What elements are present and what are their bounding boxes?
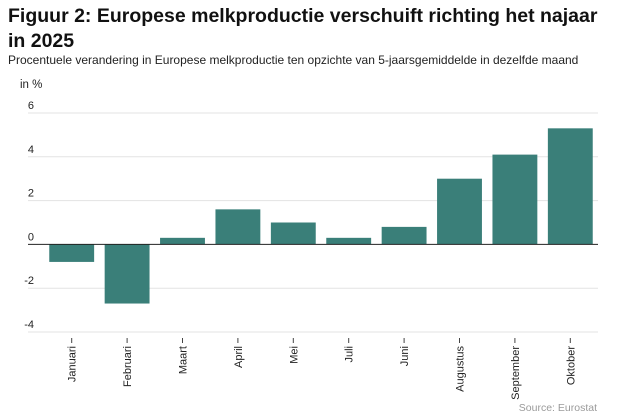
y-tick-label: -2 [24, 275, 34, 287]
x-tick-label: Oktober [565, 346, 577, 385]
x-tick-label: Augustus [455, 346, 467, 392]
x-tick-label: Februari [122, 346, 134, 387]
bar-series [49, 128, 593, 304]
x-tick-label: Januari [67, 346, 79, 382]
bar-februari [104, 244, 150, 304]
bar-maart [160, 237, 205, 245]
y-tick-label: 4 [28, 144, 34, 156]
x-tick-label: Mei [288, 346, 300, 364]
y-tick-label: 2 [28, 188, 34, 200]
y-tick-label: 6 [28, 100, 34, 112]
y-tick-label: -4 [24, 319, 34, 331]
bar-juli [326, 237, 372, 245]
bar-augustus [437, 178, 482, 245]
y-axis-unit-label: in % [20, 79, 43, 91]
x-tick-label: Juli [344, 346, 356, 363]
bar-januari [49, 244, 95, 262]
x-tick-label: Juni [399, 346, 411, 366]
x-tick-label: April [233, 346, 245, 368]
chart-subtitle: Procentuele verandering in Europese melk… [8, 53, 579, 67]
x-tick-label: Maart [178, 346, 190, 374]
axes [28, 243, 598, 343]
bar-september [492, 154, 538, 245]
bar-oktober [547, 128, 593, 245]
bar-april [215, 209, 261, 245]
x-tick-label: September [510, 346, 522, 400]
source-note: Source: Eurostat [518, 402, 597, 414]
bar-mei [270, 222, 316, 245]
bar-juni [381, 226, 427, 245]
axis-labels: 6 4 2 0 -2 -4 Januari Februari Maart April Mei Juli… [24, 100, 577, 400]
chart-title: Figuur 2: Europese melkproductie verschu… [8, 5, 598, 52]
y-tick-label: 0 [28, 231, 34, 243]
